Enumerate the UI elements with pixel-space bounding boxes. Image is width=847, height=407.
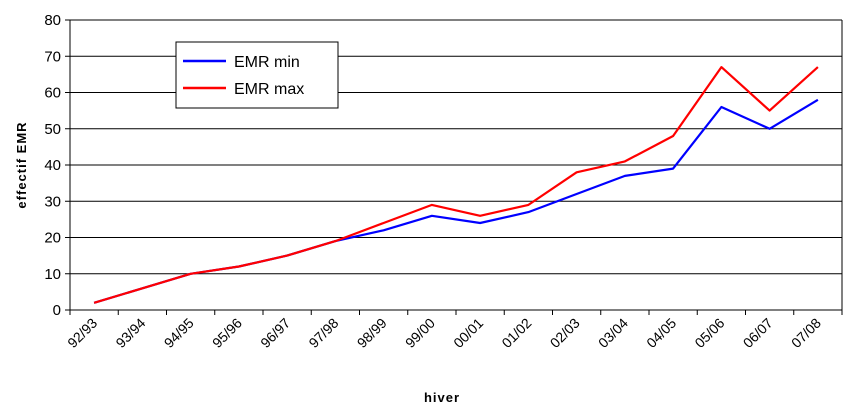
x-tick-label: 99/00 [402,315,438,351]
x-tick-labels: 92/93 93/94 94/95 95/96 96/97 97/98 98/99 99/00… [64,315,824,351]
y-tick-label: 40 [44,157,61,174]
x-tick-label: 03/04 [595,315,631,351]
y-tick-label: 10 [44,266,61,283]
legend: EMR min EMR max [175,41,339,109]
x-tick-label: 97/98 [305,315,341,351]
x-tick-label: 98/99 [354,315,390,351]
x-tick-label: 96/97 [257,315,293,351]
series-lines [93,65,819,304]
x-tick-label: 94/95 [161,315,197,351]
y-tick-label: 0 [53,302,61,319]
x-tick-label: 01/02 [498,315,534,351]
series-line-emr-max [93,65,819,304]
y-tick-label: 60 [44,85,61,102]
axes [65,19,843,315]
y-tick-label: 80 [44,12,61,29]
x-tick-label: 04/05 [643,315,679,351]
legend-box [175,41,339,109]
x-tick-label: 93/94 [112,315,148,351]
y-tick-label: 20 [44,230,61,247]
y-tick-label: 30 [44,193,61,210]
y-tick-labels: 0 10 20 30 40 50 60 70 80 [44,12,61,319]
legend-label-emr-max: EMR max [234,81,304,98]
legend-label-emr-min: EMR min [234,54,300,71]
y-tick-label: 70 [44,48,61,65]
x-tick-label: 00/01 [450,315,486,351]
x-tick-label: 95/96 [209,315,245,351]
x-tick-label: 05/06 [691,315,727,351]
y-axis-title: effectif EMR [14,121,29,208]
x-tick-label: 92/93 [64,315,100,351]
x-tick-label: 07/08 [788,315,824,351]
x-axis-title: hiver [424,390,460,405]
y-tick-label: 50 [44,121,61,138]
x-tick-label: 06/07 [740,315,776,351]
x-tick-label: 02/03 [547,315,583,351]
